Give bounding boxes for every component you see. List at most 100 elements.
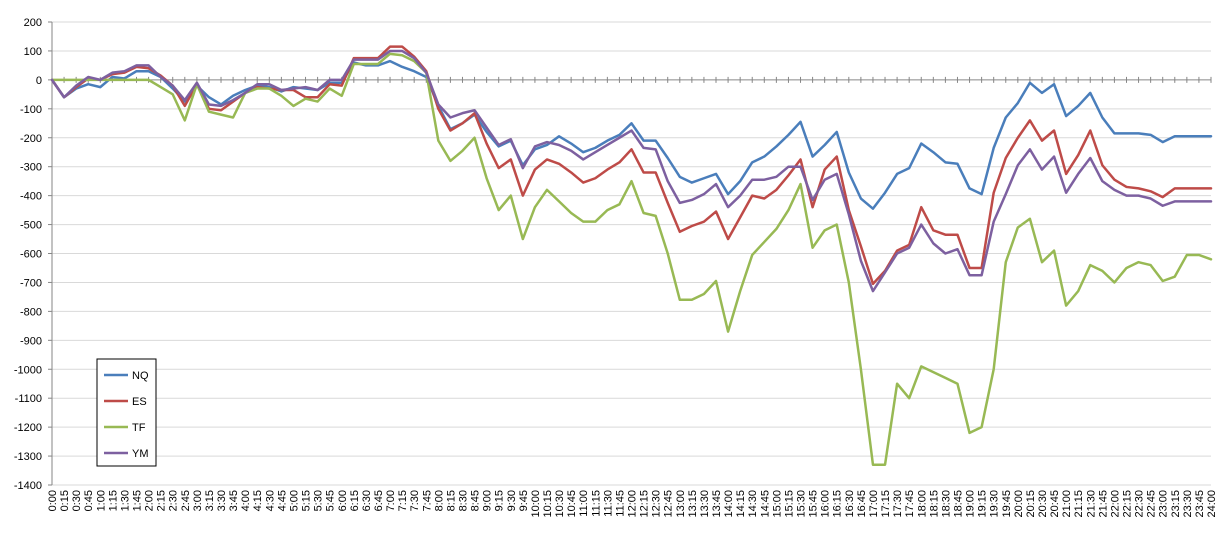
x-tick-label: 1:30	[119, 490, 131, 511]
x-tick-label: 9:00	[482, 490, 494, 511]
x-tick-label: 19:00	[965, 490, 977, 518]
x-tick-label: 22:00	[1109, 490, 1121, 518]
x-tick-label: 0:30	[71, 490, 83, 511]
x-tick-label: 8:45	[470, 490, 482, 511]
x-tick-label: 12:15	[639, 490, 651, 518]
legend: NQ ES TF YM	[96, 358, 157, 467]
x-tick-label: 14:00	[723, 490, 735, 518]
x-tick-label: 6:30	[361, 490, 373, 511]
y-tick-label: -600	[20, 249, 42, 261]
x-tick-label: 1:00	[95, 490, 107, 511]
x-tick-label: 17:15	[880, 490, 892, 518]
x-tick-label: 9:45	[518, 490, 530, 511]
x-tick-label: 12:00	[627, 490, 639, 518]
x-tick-label: 14:15	[735, 490, 747, 518]
x-tick-label: 1:45	[132, 490, 144, 511]
x-tick-label: 15:15	[783, 490, 795, 518]
x-tick-label: 12:45	[663, 490, 675, 518]
legend-label-nq: NQ	[132, 370, 149, 382]
x-tick-label: 19:30	[989, 490, 1001, 518]
x-tick-label: 19:45	[1001, 490, 1013, 518]
x-tick-label: 16:45	[856, 490, 868, 518]
x-tick-label: 13:45	[711, 490, 723, 518]
x-tick-label: 15:45	[808, 490, 820, 518]
y-tick-label: -900	[20, 335, 42, 347]
y-tick-label: -400	[20, 191, 42, 203]
x-tick-label: 0:00	[47, 490, 59, 511]
y-tick-label: -300	[20, 162, 42, 174]
y-tick-label: -1400	[14, 480, 42, 492]
x-tick-label: 13:00	[675, 490, 687, 518]
x-tick-label: 7:15	[397, 490, 409, 511]
x-tick-label: 14:45	[759, 490, 771, 518]
x-tick-label: 7:00	[385, 490, 397, 511]
x-tick-label: 1:15	[107, 490, 119, 511]
x-tick-label: 24:00	[1206, 490, 1218, 518]
y-tick-label: -700	[20, 277, 42, 289]
x-tick-label: 5:15	[301, 490, 313, 511]
x-tick-label: 20:45	[1049, 490, 1061, 518]
x-tick-label: 23:45	[1194, 490, 1206, 518]
y-tick-labels: 200 100 0 -100 -200 -300 -400 -500 -600 -700 -800 -…	[14, 17, 42, 492]
y-tick-label: -100	[20, 104, 42, 116]
legend-box	[96, 358, 157, 467]
y-tick-label: -800	[20, 306, 42, 318]
x-tick-label: 18:00	[916, 490, 928, 518]
x-tick-label: 23:30	[1182, 490, 1194, 518]
x-tick-label: 13:30	[699, 490, 711, 518]
x-tick-label: 16:30	[844, 490, 856, 518]
x-tick-label: 3:30	[216, 490, 228, 511]
x-tick-label: 4:30	[264, 490, 276, 511]
x-tick-label: 5:00	[288, 490, 300, 511]
series-line-ym	[50, 49, 1213, 293]
y-tick-label: 200	[24, 17, 42, 29]
legend-label-tf: TF	[132, 422, 146, 434]
x-tick-label: 3:00	[192, 490, 204, 511]
x-tick-label: 0:45	[83, 490, 95, 511]
y-tick-label: -1200	[14, 422, 42, 434]
y-tick-label: 100	[24, 46, 42, 58]
x-tick-label: 7:45	[421, 490, 433, 511]
x-tick-label: 12:30	[651, 490, 663, 518]
x-tick-label: 18:15	[928, 490, 940, 518]
x-tick-label: 21:45	[1097, 490, 1109, 518]
x-tick-label: 20:00	[1013, 490, 1025, 518]
x-tick-label: 10:15	[542, 490, 554, 518]
x-tick-label: 10:00	[530, 490, 542, 518]
x-tick-labels: 0:00 0:15 0:30 0:45 1:00 1:15 1:30 1:45 2:00 2:15…	[47, 490, 1218, 518]
x-tick-label: 7:30	[409, 490, 421, 511]
x-tick-label: 8:15	[445, 490, 457, 511]
x-tick-label: 5:45	[325, 490, 337, 511]
x-tick-label: 11:15	[590, 490, 602, 517]
x-tick-label: 11:45	[614, 490, 626, 517]
x-tick-label: 10:30	[554, 490, 566, 518]
x-tick-label: 20:15	[1025, 490, 1037, 518]
x-tick-label: 9:30	[506, 490, 518, 511]
y-tick-label: -500	[20, 220, 42, 232]
x-tick-label: 22:30	[1134, 490, 1146, 518]
x-tick-label: 21:00	[1061, 490, 1073, 518]
legend-label-es: ES	[132, 396, 147, 408]
x-tick-label: 20:30	[1037, 490, 1049, 518]
legend-label-ym: YM	[132, 448, 149, 460]
x-tick-label: 21:30	[1085, 490, 1097, 518]
axes	[48, 21, 1212, 486]
x-tick-label: 4:00	[240, 490, 252, 511]
x-tick-label: 6:45	[373, 490, 385, 511]
x-tick-label: 2:45	[180, 490, 192, 511]
series-lines	[50, 45, 1213, 466]
x-tick-label: 11:30	[602, 490, 614, 517]
y-tick-label: -1100	[15, 393, 42, 405]
y-tick-label: -1000	[14, 364, 42, 376]
x-tick-label: 3:15	[204, 490, 216, 511]
y-tick-label: -200	[20, 133, 42, 145]
x-tick-label: 3:45	[228, 490, 240, 511]
x-tick-label: 17:45	[904, 490, 916, 518]
x-tick-label: 18:30	[940, 490, 952, 518]
x-tick-label: 22:45	[1146, 490, 1158, 518]
x-tick-label: 8:30	[457, 490, 469, 511]
x-tick-label: 0:15	[59, 490, 71, 511]
x-tick-label: 4:15	[252, 490, 264, 511]
